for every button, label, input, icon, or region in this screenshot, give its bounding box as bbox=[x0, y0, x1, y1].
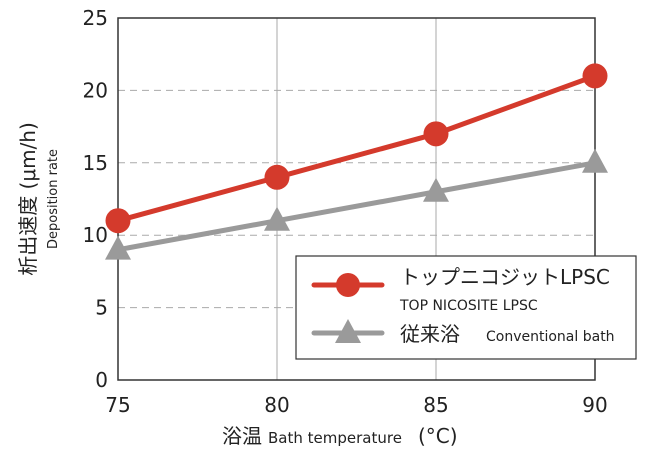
y-axis-label: 析出速度 (μm/h) bbox=[16, 122, 40, 276]
data-point-s2-80 bbox=[264, 206, 290, 231]
x-tick-labels: 75 80 85 90 bbox=[105, 393, 607, 417]
legend-label-1: トップニコジットLPSC bbox=[400, 265, 610, 289]
y-tick-label: 0 bbox=[95, 368, 108, 392]
legend-sublabel-2: Conventional bath bbox=[486, 329, 615, 345]
data-point-s2-85 bbox=[423, 177, 449, 202]
legend-sublabel-1: TOP NICOSITE LPSC bbox=[399, 298, 538, 314]
data-point-s2-75 bbox=[105, 235, 131, 260]
x-tick-label: 75 bbox=[105, 393, 130, 417]
legend: トップニコジットLPSC TOP NICOSITE LPSC 従来浴 Conve… bbox=[295, 255, 637, 360]
y-axis-sublabel: Deposition rate bbox=[46, 149, 61, 249]
y-tick-label: 25 bbox=[83, 6, 108, 30]
series-line-1 bbox=[117, 73, 596, 224]
y-tick-label: 5 bbox=[95, 296, 108, 320]
series-group bbox=[105, 63, 608, 260]
plot-frame bbox=[117, 17, 596, 381]
legend-swatch-marker-2 bbox=[335, 319, 361, 343]
y-tick-labels: 0 5 10 15 20 25 bbox=[83, 6, 108, 392]
legend-swatch-marker-1 bbox=[336, 273, 360, 297]
y-axis-label-sub: Deposition rate bbox=[46, 149, 61, 249]
y-axis-label-main: 析出速度 (μm/h) bbox=[16, 122, 40, 276]
x-axis-label-unit: (°C) bbox=[418, 424, 458, 448]
y-tick-label: 20 bbox=[83, 78, 108, 102]
y-tick-label: 15 bbox=[83, 151, 108, 175]
data-point-s1-90 bbox=[582, 63, 608, 89]
x-axis-label: 浴温 Bath temperature (°C) bbox=[222, 424, 458, 448]
x-tick-label: 90 bbox=[582, 393, 607, 417]
data-point-s1-85 bbox=[423, 121, 449, 147]
x-tick-label: 80 bbox=[264, 393, 289, 417]
data-point-s1-75 bbox=[105, 208, 131, 234]
y-tick-label: 10 bbox=[83, 223, 108, 247]
series-line-2 bbox=[117, 160, 596, 253]
x-axis-label-main: 浴温 bbox=[222, 424, 262, 448]
data-point-s1-80 bbox=[264, 164, 290, 190]
data-point-s2-90 bbox=[582, 148, 608, 173]
x-tick-label: 85 bbox=[423, 393, 448, 417]
x-axis-label-sub: Bath temperature bbox=[268, 429, 402, 447]
legend-label-2: 従来浴 bbox=[400, 322, 460, 346]
